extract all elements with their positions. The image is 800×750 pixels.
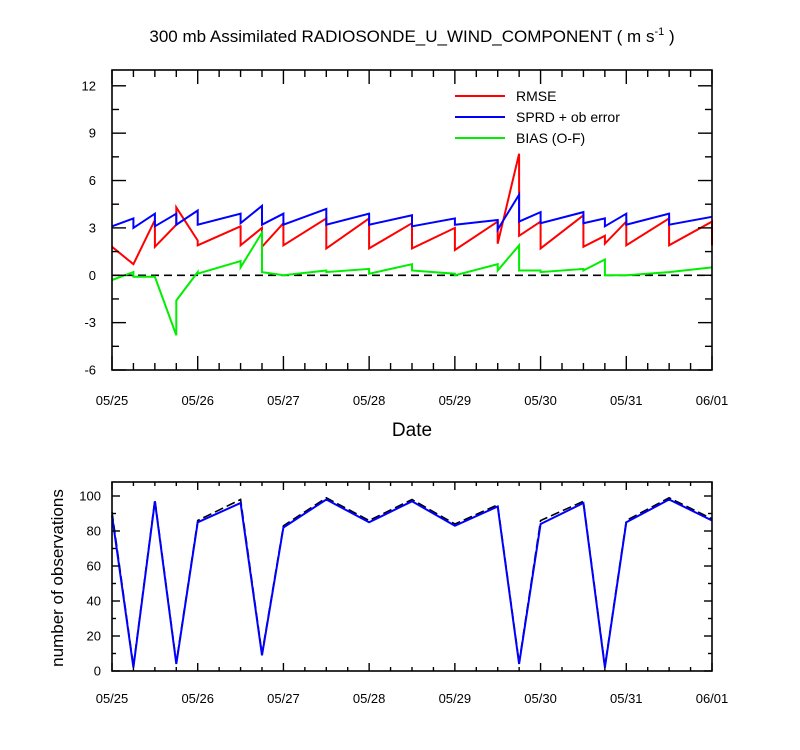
x-tick-label: 05/30 — [524, 393, 557, 408]
x-tick-label: 05/30 — [524, 691, 557, 706]
y-tick-label: 12 — [82, 78, 96, 93]
plot-frame — [111, 481, 713, 672]
y-tick-label: 9 — [89, 126, 96, 141]
y-axis-title-observations: number of observations — [48, 489, 67, 667]
x-tick-label: 05/31 — [610, 691, 643, 706]
y-tick-label: -6 — [84, 363, 96, 378]
x-tick-label: 05/27 — [267, 393, 300, 408]
x-tick-label: 05/27 — [267, 691, 300, 706]
series-line-rmse — [111, 153, 713, 266]
y-tick-label: 60 — [87, 559, 101, 574]
x-tick-label: 05/28 — [353, 691, 386, 706]
series-line-sprd-ob-error — [111, 191, 713, 234]
x-tick-label: 05/29 — [439, 393, 472, 408]
legend-label-sprd-ob-error: SPRD + ob error — [516, 109, 620, 125]
rmse-bias-chart: 05/25 05/26 05/27 05/28 05/29 05/30 05/31 06/01… — [82, 69, 729, 408]
series-line-used — [111, 498, 713, 668]
y-tick-label: 80 — [87, 524, 101, 539]
y-tick-label: 100 — [79, 489, 101, 504]
x-tick-label: 05/26 — [181, 393, 214, 408]
y-tick-label: 0 — [94, 664, 101, 679]
y-tick-label: 3 — [89, 220, 96, 235]
legend-label-rmse: RMSE — [516, 88, 556, 104]
y-tick-label: -3 — [84, 315, 96, 330]
x-axis-title: Date — [392, 420, 432, 441]
y-tick-label: 0 — [89, 268, 96, 283]
chart-title-superscript: -1 — [654, 26, 664, 38]
x-tick-label: 06/01 — [696, 691, 729, 706]
observation-count-chart: 05/25 05/26 05/27 05/28 05/29 05/30 05/31 06/01… — [79, 481, 729, 706]
chart-title-suffix: ) — [664, 27, 674, 46]
series-line-possible — [111, 496, 713, 666]
x-tick-label: 05/31 — [610, 393, 643, 408]
x-tick-label: 05/26 — [181, 691, 214, 706]
y-tick-label: 40 — [87, 594, 101, 609]
series-line-bias-o-f — [111, 229, 713, 336]
x-tick-label: 05/25 — [96, 393, 129, 408]
x-tick-label: 05/28 — [353, 393, 386, 408]
y-tick-label: 6 — [89, 173, 96, 188]
chart-title-main: 300 mb Assimilated RADIOSONDE_U_WIND_COM… — [149, 27, 654, 46]
legend-label-bias-o-f: BIAS (O-F) — [516, 130, 585, 146]
x-tick-label: 06/01 — [696, 393, 729, 408]
x-tick-label: 05/25 — [96, 691, 129, 706]
y-tick-label: 20 — [87, 629, 101, 644]
x-tick-label: 05/29 — [439, 691, 472, 706]
legend: RMSE SPRD + ob error BIAS (O-F) — [455, 88, 620, 146]
chart-title: 300 mb Assimilated RADIOSONDE_U_WIND_COM… — [149, 26, 674, 46]
